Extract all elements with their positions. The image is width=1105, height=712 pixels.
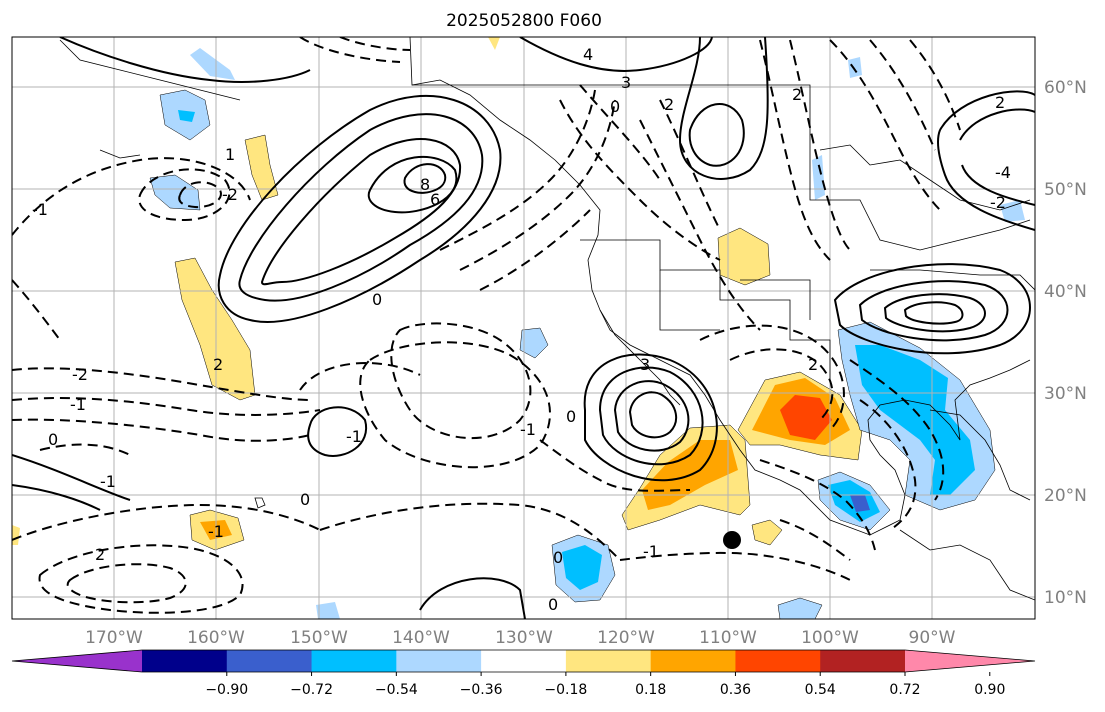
contour-label: 0 (372, 290, 382, 309)
contour-label: -1 (346, 427, 362, 446)
contour-label: -1 (70, 395, 86, 414)
contour-label: -1 (32, 200, 48, 219)
contour-label: 0 (548, 595, 558, 614)
colorbar-swatch (311, 650, 397, 672)
lon-tick-label: 150°W (290, 628, 348, 648)
contour-label: 3 (640, 355, 650, 374)
contour-label: 2 (792, 85, 802, 104)
colorbar-swatch (396, 650, 482, 672)
lon-tick-label: 170°W (85, 628, 143, 648)
colorbar-tick-label: 0.90 (974, 682, 1005, 698)
contour-label: 2 (95, 545, 105, 564)
lon-tick-label: 90°W (909, 628, 956, 648)
contour-label: 0 (48, 430, 58, 449)
contour-label: -1 (100, 472, 116, 491)
lat-tick-label: 60°N (1044, 78, 1087, 98)
colorbar-tick-label: 0.18 (635, 682, 666, 698)
colorbar-swatch (142, 650, 228, 672)
contour-label: -1 (208, 522, 224, 541)
colorbar-swatch (650, 650, 736, 672)
colorbar-outline (11, 649, 1036, 673)
coastlines (59, 37, 1035, 601)
colorbar-swatch (226, 650, 313, 672)
colorbar-swatch (565, 650, 652, 672)
lat-tick-label: 10°N (1044, 588, 1087, 608)
latitude-labels: 60°N 50°N 40°N 30°N 20°N 10°N (1044, 78, 1087, 608)
colorbar-swatch (820, 650, 906, 672)
colorbar-extend-low (12, 650, 142, 672)
colorbar-tick-label: 0.72 (889, 682, 920, 698)
contour-label: 0 (566, 407, 576, 426)
lon-tick-label: 110°W (699, 628, 757, 648)
lon-tick-label: 100°W (801, 628, 859, 648)
contour-label: -2 (72, 365, 88, 384)
colorbar-tick-label: −0.72 (290, 682, 333, 698)
colorbar-swatch (481, 650, 567, 672)
map-border (11, 36, 1036, 620)
contours-negative (12, 37, 961, 614)
contours-positive (12, 37, 1035, 619)
colorbar-tick-label: −0.54 (375, 682, 418, 698)
lat-tick-label: 20°N (1044, 486, 1087, 506)
colorbar-tick-label: −0.90 (205, 682, 248, 698)
graticule (12, 37, 1035, 619)
contour-label: 0 (553, 548, 563, 567)
contour-label: 0 (300, 490, 310, 509)
contour-label: 2 (213, 355, 223, 374)
lon-tick-label: 140°W (392, 628, 450, 648)
lon-tick-label: 120°W (597, 628, 655, 648)
contour-label: 6 (430, 190, 440, 209)
contour-label: 8 (420, 175, 430, 194)
colorbar-tick-label: −0.36 (460, 682, 503, 698)
contour-label: 2 (995, 93, 1005, 112)
colorbar (11, 649, 1036, 673)
lat-tick-label: 40°N (1044, 282, 1087, 302)
lon-tick-label: 130°W (495, 628, 553, 648)
contour-label: 3 (621, 73, 631, 92)
map-title: 2025052800 F060 (446, 11, 602, 31)
colorbar-tick-label: −0.18 (544, 682, 587, 698)
contour-label: 2 (664, 95, 674, 114)
colorbar-labels: −0.90 −0.72 −0.54 −0.36 −0.18 0.18 0.36 0.54 0.7… (205, 672, 1005, 698)
shaded-anomalies (12, 37, 1025, 619)
contour-label: -2 (222, 185, 238, 204)
lat-tick-label: 50°N (1044, 180, 1087, 200)
contour-label: 0 (610, 97, 620, 116)
longitude-labels: 170°W 160°W 150°W 140°W 130°W 120°W 110°… (85, 628, 956, 648)
colorbar-swatch (735, 650, 821, 672)
location-marker (723, 531, 741, 549)
contour-label: 2 (808, 355, 818, 374)
lon-tick-label: 160°W (187, 628, 245, 648)
lat-tick-label: 30°N (1044, 384, 1087, 404)
contour-label: 4 (583, 45, 593, 64)
colorbar-tick-label: 0.54 (805, 682, 836, 698)
contour-label: -1 (520, 420, 536, 439)
contour-labels: 4 3 2 0 -1 -2 6 8 0 1 2 2 -1 0 -2 2 -1 -… (32, 45, 1011, 614)
contour-label: -4 (995, 163, 1011, 182)
contour-label: -2 (990, 193, 1006, 212)
colorbar-extend-high (905, 650, 1035, 672)
map-area: 4 3 2 0 -1 -2 6 8 0 1 2 2 -1 0 -2 2 -1 -… (12, 37, 1035, 619)
colorbar-tick-label: 0.36 (720, 682, 751, 698)
contour-label: -1 (643, 542, 659, 561)
contour-label: 1 (225, 145, 235, 164)
